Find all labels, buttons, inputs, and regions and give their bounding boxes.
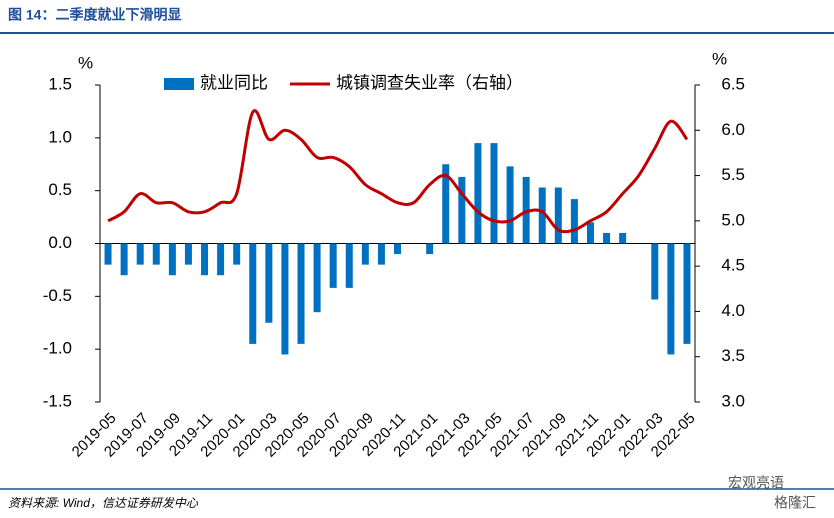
bar xyxy=(426,243,434,255)
bar xyxy=(281,243,289,355)
bar xyxy=(377,243,385,265)
bar xyxy=(265,243,273,323)
y-tick-label: 1.5 xyxy=(48,74,72,93)
bar xyxy=(442,164,450,244)
bar xyxy=(554,187,562,244)
bar xyxy=(458,176,466,244)
bar xyxy=(474,143,482,244)
bar xyxy=(619,232,627,244)
bar xyxy=(506,166,514,244)
bar xyxy=(667,243,675,355)
bar xyxy=(104,243,112,265)
legend-label: 就业同比 xyxy=(200,73,268,92)
bar xyxy=(361,243,369,265)
y-tick-label: 0.0 xyxy=(48,233,72,252)
y-tick-label: 0.5 xyxy=(48,180,72,199)
bar xyxy=(586,222,594,244)
bar xyxy=(538,187,546,244)
bar xyxy=(201,243,209,276)
y-tick-label: 1.0 xyxy=(48,127,72,146)
y-tick-label: -1.0 xyxy=(43,339,72,358)
y-tick-label: -0.5 xyxy=(43,286,72,305)
source: 资料来源: Wind，信达证券研发中心 xyxy=(8,496,199,510)
y2-tick-label: 5.0 xyxy=(721,210,745,229)
bar xyxy=(490,143,498,244)
y-unit: % xyxy=(78,53,93,72)
bar xyxy=(120,243,128,276)
bar xyxy=(522,176,530,244)
watermark: 格隆汇 xyxy=(774,495,816,511)
bar xyxy=(603,232,611,244)
bar xyxy=(168,243,176,276)
legend-label: 城镇调查失业率（右轴） xyxy=(336,73,523,92)
y2-tick-label: 6.5 xyxy=(721,74,745,93)
chart-title: 图 14：二季度就业下滑明显 xyxy=(8,7,181,23)
y2-tick-label: 4.0 xyxy=(721,301,745,320)
bar xyxy=(136,243,144,265)
y2-unit: % xyxy=(712,49,727,68)
bar xyxy=(683,243,691,344)
watermark: 宏观亮语 xyxy=(728,475,784,491)
bar xyxy=(152,243,160,265)
bar xyxy=(233,243,241,265)
y-tick-label: -1.5 xyxy=(43,391,72,410)
y2-tick-label: 3.0 xyxy=(721,391,745,410)
bar xyxy=(217,243,225,276)
line xyxy=(107,109,689,234)
y2-tick-label: 6.0 xyxy=(721,120,745,139)
bar xyxy=(570,199,578,244)
bar xyxy=(345,243,353,288)
bar xyxy=(651,243,659,300)
bar xyxy=(313,243,321,313)
bar xyxy=(249,243,257,344)
y2-tick-label: 5.5 xyxy=(721,165,745,184)
y2-tick-label: 3.5 xyxy=(721,346,745,365)
bar xyxy=(329,243,337,288)
y2-tick-label: 4.5 xyxy=(721,256,745,275)
legend-swatch xyxy=(164,78,194,90)
bar xyxy=(184,243,192,265)
bar xyxy=(394,243,401,255)
bar xyxy=(297,243,305,344)
